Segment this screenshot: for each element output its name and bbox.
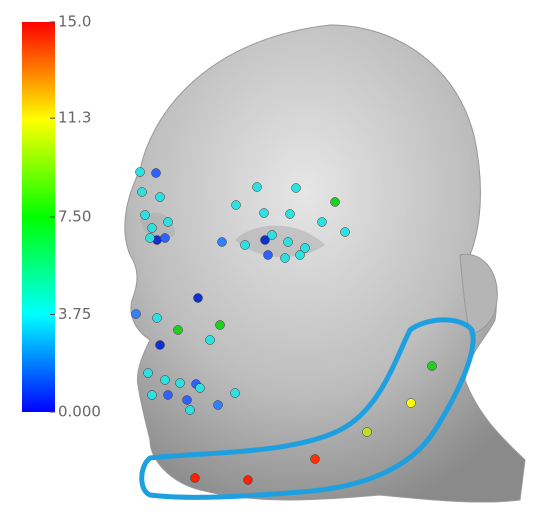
- colorbar-tick-label: 7.50: [58, 208, 91, 226]
- landmark-dot: [214, 401, 223, 410]
- colorbar-tick-label: 0.000: [58, 403, 101, 421]
- landmark-dot: [231, 389, 240, 398]
- landmark-dot: [148, 391, 157, 400]
- landmark-dot: [186, 406, 195, 415]
- landmark-dot: [144, 369, 153, 378]
- landmark-dot: [216, 321, 225, 330]
- colorbar-axis: 15.0 11.3 7.50 3.75 0.000: [50, 13, 101, 421]
- landmark-dot: [153, 314, 162, 323]
- landmark-dot: [146, 234, 155, 243]
- landmark-dot: [176, 379, 185, 388]
- landmark-dot: [281, 254, 290, 263]
- landmark-dot: [260, 209, 269, 218]
- landmark-dot: [191, 474, 200, 483]
- landmark-dot: [206, 336, 215, 345]
- landmark-dot: [164, 391, 173, 400]
- colorbar-tick-label: 11.3: [58, 109, 91, 127]
- colorbar-tick-label: 3.75: [58, 305, 91, 323]
- landmark-dot: [152, 169, 161, 178]
- landmark-dot: [161, 234, 170, 243]
- landmark-dot: [136, 168, 145, 177]
- landmark-dot: [244, 476, 253, 485]
- landmark-dot: [268, 231, 277, 240]
- landmark-dot: [284, 238, 293, 247]
- landmark-dot: [196, 384, 205, 393]
- landmark-dot: [218, 238, 227, 247]
- landmark-dot: [264, 251, 273, 260]
- landmark-dot: [138, 188, 147, 197]
- landmark-dot: [232, 201, 241, 210]
- landmark-dot: [164, 218, 173, 227]
- landmark-dot: [141, 211, 150, 220]
- landmark-dot: [331, 198, 340, 207]
- landmark-dot: [296, 251, 305, 260]
- landmark-dot: [148, 224, 157, 233]
- landmark-dot: [156, 193, 165, 202]
- landmark-dot: [286, 210, 295, 219]
- landmark-dot: [311, 455, 320, 464]
- landmark-dot: [183, 396, 192, 405]
- landmark-dot: [156, 341, 165, 350]
- landmark-dot: [318, 218, 327, 227]
- landmark-dot: [161, 376, 170, 385]
- landmark-dot: [341, 228, 350, 237]
- landmark-dot: [428, 362, 437, 371]
- landmark-dot: [407, 399, 416, 408]
- landmark-dot: [253, 183, 262, 192]
- scene: 15.0 11.3 7.50 3.75 0.000: [0, 0, 536, 517]
- landmark-dot: [132, 310, 141, 319]
- landmark-dot: [292, 184, 301, 193]
- landmark-dot: [363, 428, 372, 437]
- landmark-dot: [174, 326, 183, 335]
- landmark-dot: [194, 294, 203, 303]
- landmark-dot: [241, 241, 250, 250]
- colorbar-tick-label: 15.0: [58, 13, 91, 31]
